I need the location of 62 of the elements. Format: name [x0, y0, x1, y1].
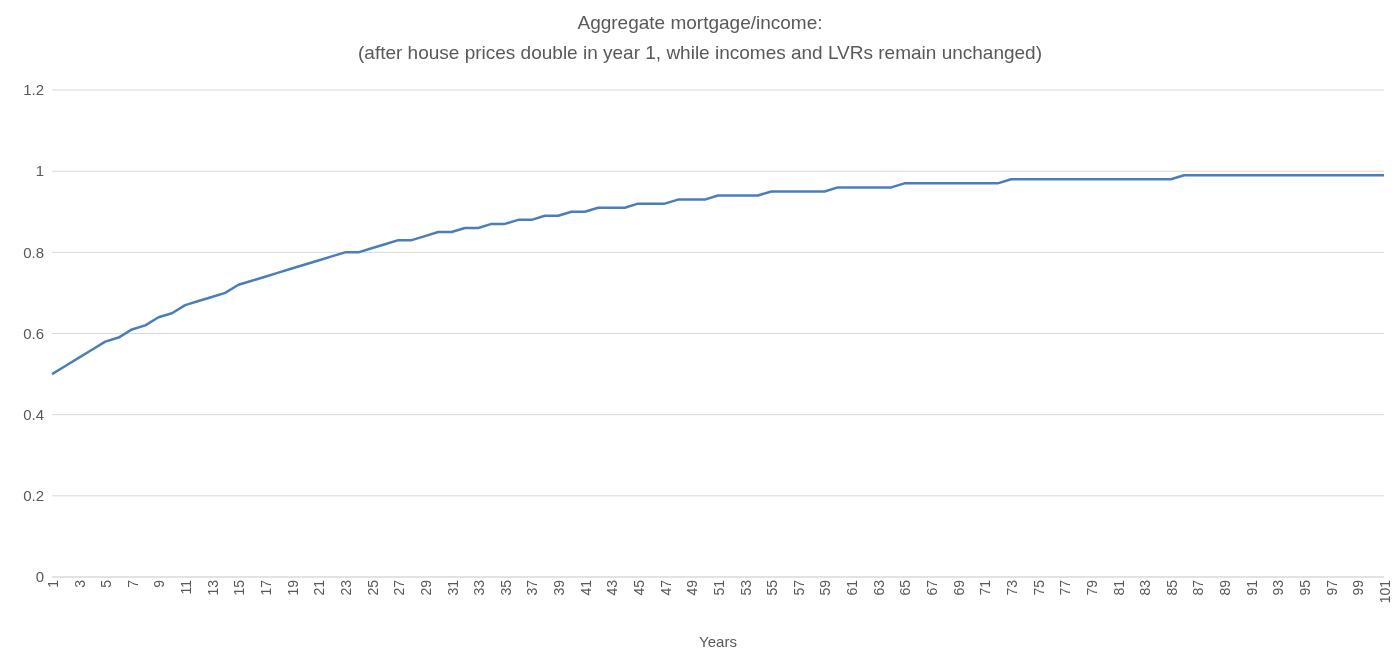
x-tick-label: 89 [1217, 579, 1234, 596]
x-tick-label: 21 [311, 579, 328, 596]
x-tick-label: 11 [178, 579, 195, 595]
y-tick-label: 0.6 [23, 324, 44, 342]
x-tick-label: 33 [471, 579, 488, 596]
x-tick-label: 65 [897, 579, 914, 596]
x-tick-label: 87 [1190, 579, 1207, 596]
x-tick-label: 17 [258, 579, 275, 596]
x-tick-label: 71 [977, 579, 994, 596]
y-tick-label: 0.8 [23, 243, 44, 261]
x-tick-label: 69 [950, 579, 967, 596]
x-tick-label: 79 [1083, 579, 1100, 596]
x-tick-label: 43 [604, 579, 621, 596]
chart-subtitle: (after house prices double in year 1, while incomes and LVRs remain unchanged) [357, 42, 1043, 64]
x-tick-label: 29 [417, 579, 434, 596]
y-tick-label: 1.2 [23, 81, 44, 99]
y-tick-label: 0 [35, 568, 44, 586]
x-tick-label: 37 [524, 579, 541, 596]
x-tick-label: 39 [551, 579, 568, 596]
x-tick-label: 13 [204, 579, 221, 596]
x-tick-label: 63 [870, 579, 887, 596]
y-tick-label: 1 [35, 162, 44, 180]
x-tick-label: 9 [151, 579, 168, 588]
x-tick-label: 91 [1243, 579, 1260, 596]
x-tick-label: 23 [337, 579, 354, 596]
x-tick-label: 15 [231, 579, 248, 596]
line-series [50, 173, 1386, 376]
x-tick-label: 25 [364, 579, 381, 596]
x-tick-label: 57 [790, 579, 807, 596]
x-tick-label: 45 [631, 579, 648, 596]
y-tick-label: 0.4 [23, 405, 44, 423]
x-tick-label: 7 [124, 579, 141, 588]
y-tick-label: 0.2 [23, 487, 44, 505]
x-tick-label: 19 [284, 579, 301, 596]
x-tick-label: 51 [710, 579, 727, 596]
x-tick-label: 93 [1270, 579, 1287, 596]
x-tick-label: 5 [98, 579, 115, 588]
x-tick-label: 55 [764, 579, 781, 596]
x-tick-label: 27 [391, 579, 408, 596]
x-tick-label: 99 [1350, 579, 1367, 596]
x-tick-label: 77 [1057, 579, 1074, 596]
x-tick-label: 53 [737, 579, 754, 596]
x-tick-label: 47 [657, 579, 674, 596]
x-tick-label: 59 [817, 579, 834, 596]
x-tick-label: 35 [497, 579, 514, 596]
x-tick-label: 67 [924, 579, 941, 596]
x-tick-label: 75 [1030, 579, 1047, 596]
x-tick-label: 95 [1297, 579, 1314, 596]
x-tick-label: 101 [1376, 579, 1393, 604]
x-tick-label: 85 [1163, 579, 1180, 596]
x-tick-label: 41 [577, 579, 594, 596]
x-tick-label: 1 [44, 579, 61, 588]
x-tick-label: 83 [1137, 579, 1154, 596]
x-tick-label: 49 [684, 579, 701, 596]
x-tick-label: 3 [71, 579, 88, 588]
x-axis-title: Years [699, 633, 737, 650]
x-tick-label: 81 [1110, 579, 1127, 596]
x-tick-label: 97 [1323, 579, 1340, 596]
x-tick-label: 73 [1003, 579, 1020, 596]
x-tick-label: 31 [444, 579, 461, 596]
chart-title: Aggregate mortgage/income: [576, 12, 824, 34]
x-tick-label: 61 [844, 579, 861, 596]
